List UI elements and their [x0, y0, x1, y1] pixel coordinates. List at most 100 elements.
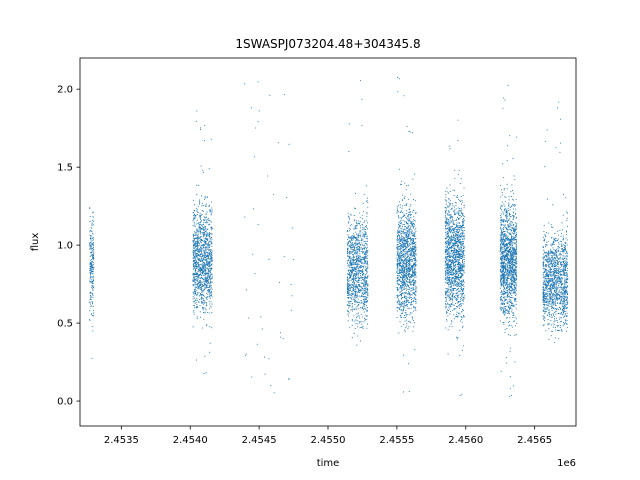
- data-point: [349, 246, 351, 248]
- data-point: [448, 258, 450, 260]
- data-point: [367, 222, 369, 224]
- data-point: [402, 310, 404, 312]
- data-point: [402, 232, 404, 234]
- data-point: [399, 269, 402, 272]
- data-point: [412, 292, 414, 294]
- data-point: [357, 265, 359, 267]
- data-point: [453, 296, 455, 299]
- data-point: [356, 266, 358, 268]
- data-point: [348, 230, 351, 232]
- data-point: [194, 270, 196, 272]
- data-point: [349, 256, 351, 258]
- data-point: [207, 311, 209, 313]
- data-point: [446, 295, 448, 297]
- data-point: [365, 185, 367, 187]
- data-point: [447, 273, 449, 275]
- data-point: [192, 241, 194, 243]
- data-point: [350, 259, 352, 262]
- data-point: [89, 277, 91, 279]
- data-point: [462, 317, 464, 319]
- data-point: [414, 272, 416, 275]
- data-point: [363, 280, 365, 282]
- data-point: [277, 142, 280, 144]
- data-point: [356, 258, 358, 260]
- data-point: [194, 246, 197, 248]
- data-point: [257, 223, 259, 226]
- data-point: [446, 312, 448, 314]
- data-point: [89, 259, 91, 261]
- data-point: [199, 305, 201, 307]
- data-point: [200, 223, 202, 225]
- data-point: [403, 307, 405, 309]
- data-point: [358, 247, 361, 249]
- data-point: [364, 281, 366, 283]
- data-point: [355, 192, 357, 195]
- data-point: [459, 249, 461, 251]
- data-point: [399, 287, 401, 289]
- data-point: [445, 249, 448, 251]
- data-point: [408, 390, 410, 393]
- data-point: [404, 263, 406, 265]
- data-point: [92, 266, 94, 268]
- data-point: [209, 252, 211, 254]
- data-point: [91, 223, 93, 225]
- data-point: [198, 302, 200, 304]
- data-point: [401, 259, 403, 261]
- data-point: [245, 353, 247, 355]
- data-point: [206, 292, 208, 294]
- data-point: [453, 248, 455, 250]
- data-point: [193, 235, 195, 237]
- data-point: [354, 298, 356, 300]
- data-point: [397, 228, 400, 230]
- data-point: [403, 272, 405, 274]
- data-point: [401, 253, 403, 255]
- data-point: [357, 236, 360, 239]
- data-point: [415, 280, 417, 282]
- data-point: [90, 259, 93, 261]
- data-point: [409, 217, 411, 219]
- data-point: [348, 264, 350, 266]
- data-point: [365, 296, 367, 298]
- data-point: [454, 302, 456, 305]
- data-point: [201, 302, 203, 304]
- data-point: [355, 238, 357, 240]
- data-point: [448, 210, 450, 212]
- data-point: [351, 278, 353, 280]
- data-point: [415, 282, 417, 284]
- data-point: [365, 315, 367, 317]
- data-point: [192, 212, 194, 214]
- data-point: [362, 232, 364, 234]
- data-point: [462, 218, 464, 221]
- data-point: [91, 249, 93, 251]
- data-point: [460, 196, 462, 198]
- data-point: [192, 274, 194, 276]
- data-point: [404, 320, 406, 322]
- data-point: [458, 235, 460, 237]
- data-point: [357, 335, 359, 337]
- data-point: [363, 256, 365, 258]
- data-point: [412, 276, 414, 278]
- data-point: [210, 274, 212, 276]
- data-point: [202, 226, 204, 228]
- data-point: [205, 217, 207, 219]
- data-point: [92, 286, 94, 288]
- data-point: [92, 280, 95, 282]
- data-point: [401, 261, 403, 263]
- data-point: [398, 234, 400, 236]
- data-point: [349, 241, 351, 243]
- data-point: [410, 214, 412, 216]
- data-point: [206, 265, 208, 267]
- data-point: [200, 218, 202, 220]
- data-point: [408, 209, 410, 211]
- data-point: [359, 236, 361, 238]
- data-point: [365, 238, 367, 240]
- data-point: [93, 220, 95, 222]
- data-point: [89, 318, 91, 320]
- data-point: [196, 211, 199, 213]
- data-point: [364, 288, 366, 290]
- data-point: [350, 298, 353, 300]
- data-point: [407, 245, 409, 247]
- data-point: [355, 286, 357, 289]
- data-point: [208, 205, 210, 207]
- data-point: [398, 275, 401, 277]
